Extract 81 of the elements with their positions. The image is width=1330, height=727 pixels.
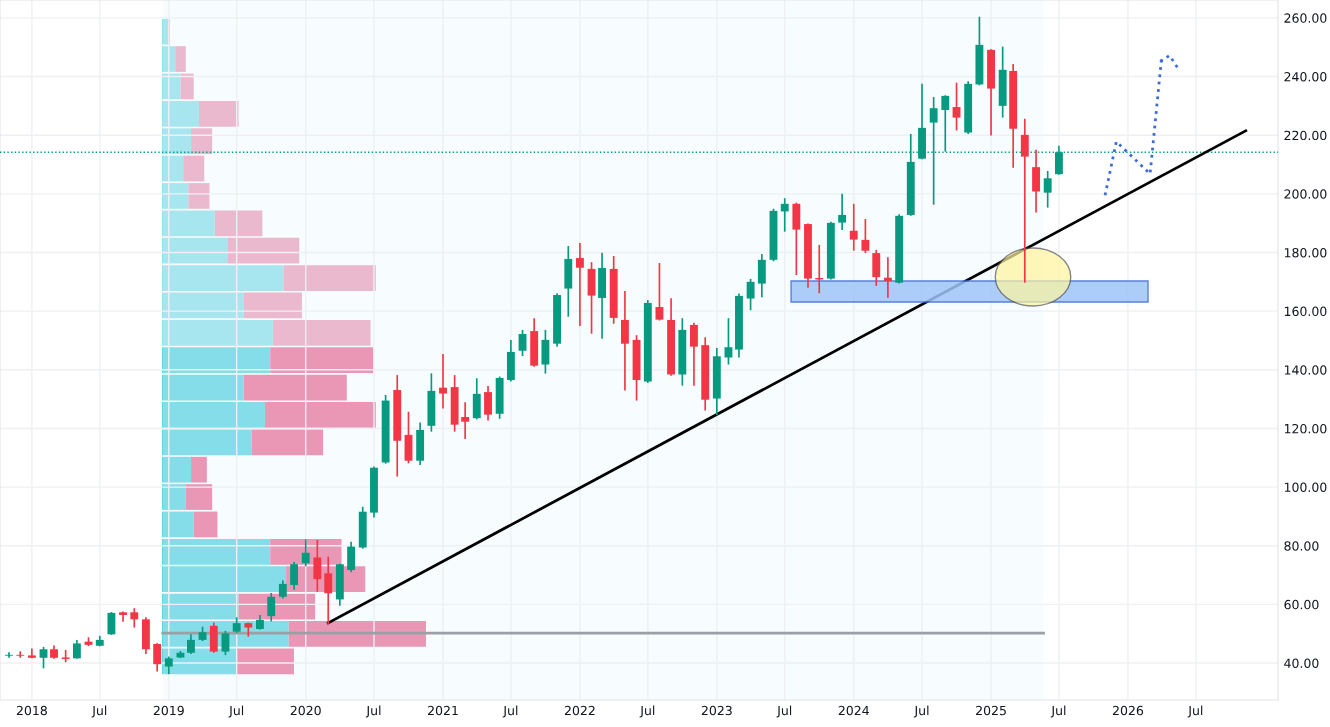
x-tick-label: Jul	[1187, 705, 1203, 718]
candlestick	[655, 262, 664, 322]
y-tick-label: 220.00	[1284, 130, 1327, 141]
candlestick	[72, 639, 81, 660]
bar	[188, 183, 210, 209]
candlestick	[952, 81, 961, 132]
bar	[193, 511, 218, 538]
candlestick	[849, 202, 858, 252]
candlestick	[746, 278, 755, 312]
candlestick	[313, 539, 322, 593]
x-tick-label: 2025	[976, 705, 1006, 716]
y-tick-label: 200.00	[1284, 189, 1327, 199]
candlestick	[290, 561, 299, 591]
y-tick-label: 100.00	[1284, 482, 1327, 493]
bar	[162, 593, 239, 620]
candlestick	[119, 610, 127, 623]
candlestick	[757, 253, 766, 299]
y-tick-label: 240.00	[1284, 72, 1327, 82]
bar	[272, 319, 371, 346]
x-tick-label: 2023	[701, 705, 732, 716]
candlestick	[221, 629, 230, 656]
candlestick	[39, 646, 48, 670]
candlestick	[301, 538, 310, 568]
y-tick-label: 60.00	[1284, 599, 1319, 610]
candlestick	[16, 650, 25, 659]
bar	[180, 73, 194, 100]
x-tick-label: Jul	[91, 705, 107, 718]
candlestick	[883, 256, 892, 299]
bar	[183, 155, 205, 182]
candlestick	[780, 197, 789, 233]
bar	[162, 319, 273, 346]
candlestick	[861, 218, 870, 254]
candlestick	[278, 579, 287, 600]
candlestick	[690, 322, 698, 387]
y-tick-label: 260.00	[1284, 13, 1327, 23]
bar	[243, 374, 347, 401]
candlestick	[324, 555, 333, 625]
candlestick	[620, 290, 629, 392]
candlestick	[461, 401, 470, 440]
candlestick	[838, 193, 847, 231]
x-tick-label: Jul	[913, 705, 929, 718]
candlestick	[267, 592, 276, 623]
candlestick	[347, 540, 356, 573]
candlestick	[153, 642, 162, 673]
bar	[162, 347, 271, 374]
y-tick-label: 160.00	[1284, 306, 1327, 317]
x-tick-label: 2022	[564, 705, 595, 716]
x-tick-label: Jul	[639, 705, 655, 718]
x-tick-label: Jul	[1050, 705, 1066, 718]
y-tick-label: 140.00	[1284, 365, 1327, 375]
candlestick	[575, 242, 584, 327]
candlestick	[439, 353, 447, 410]
x-tick-label: Jul	[776, 705, 792, 718]
candlestick	[186, 633, 195, 655]
bar	[162, 374, 244, 401]
x-tick-label: 2024	[838, 705, 869, 716]
bar	[175, 46, 186, 72]
x-tick-label: 2020	[290, 705, 321, 716]
bar	[162, 511, 194, 538]
y-tick-label: 40.00	[1284, 658, 1319, 668]
x-tick-label: Jul	[502, 705, 518, 718]
candlestick	[1020, 117, 1029, 284]
candlestick	[1043, 170, 1052, 209]
candlestick	[130, 607, 139, 629]
y-tick-label: 120.00	[1284, 423, 1327, 434]
x-tick-label: Jul	[365, 705, 381, 718]
y-tick-label: 80.00	[1284, 541, 1319, 551]
x-tick-label: Jul	[228, 705, 244, 718]
x-tick-label: 2018	[16, 705, 47, 716]
candlestick	[518, 329, 527, 357]
candlestick	[5, 651, 13, 659]
candlestick	[107, 611, 116, 636]
x-tick-label: 2026	[1112, 705, 1144, 716]
bar	[162, 155, 184, 182]
candlestick	[484, 385, 492, 422]
bar	[214, 210, 263, 237]
candlestick	[941, 94, 950, 153]
y-tick-label: 180.00	[1284, 247, 1327, 258]
x-tick-label: 2019	[153, 705, 184, 716]
x-tick-label: 2021	[428, 705, 458, 716]
bar	[270, 347, 374, 374]
